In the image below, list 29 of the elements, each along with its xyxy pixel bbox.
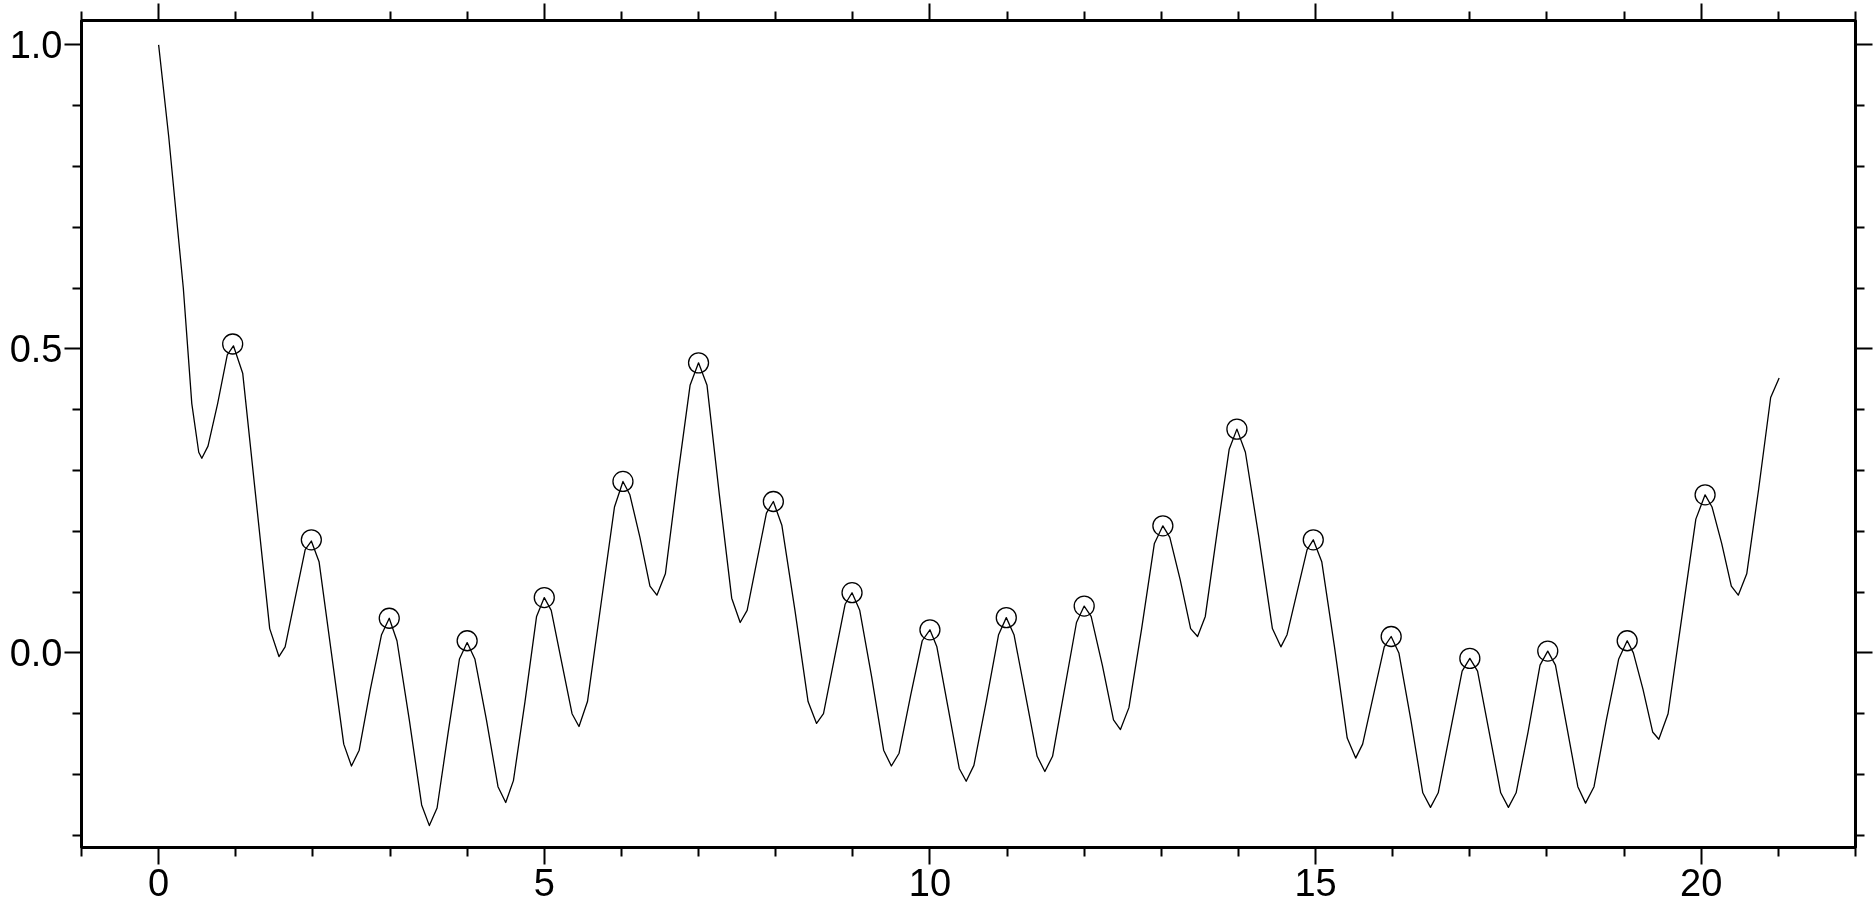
point [1380, 625, 1402, 648]
x-tick-label: 10 [908, 861, 952, 904]
point [612, 470, 634, 493]
point [1694, 484, 1716, 506]
x-tick-label: 15 [1294, 861, 1337, 904]
point [533, 586, 555, 609]
point [222, 333, 244, 355]
point [995, 607, 1017, 629]
point [1073, 595, 1095, 617]
point [762, 490, 785, 513]
point [1616, 630, 1638, 652]
y-tick-label: 1.0 [9, 24, 63, 67]
point [300, 529, 322, 551]
point [1226, 418, 1248, 440]
x-tick-label: 20 [1680, 861, 1723, 904]
point [1459, 647, 1481, 670]
x-tick-label: 5 [533, 861, 555, 904]
point [919, 619, 941, 641]
point [841, 582, 863, 604]
x-tick-label: 0 [148, 861, 170, 904]
y-tick-label: 0.5 [9, 328, 63, 371]
line-series [157, 44, 1780, 827]
point [456, 630, 478, 652]
point [687, 352, 710, 374]
y-tick-label: 0.0 [9, 632, 63, 675]
point [378, 607, 400, 629]
point [1537, 640, 1559, 662]
point [1152, 515, 1174, 537]
point [1302, 529, 1324, 551]
